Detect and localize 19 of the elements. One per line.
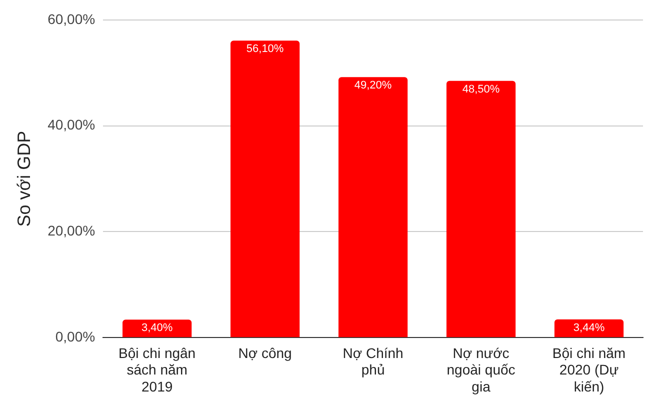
x-tick-label: Bội chi năm 2020 (Dự kiến) (552, 344, 626, 394)
bar (230, 40, 300, 338)
y-tick-label: 40,00% (48, 116, 96, 133)
data-label: 48,50% (462, 83, 500, 96)
bar (446, 80, 516, 338)
bar (338, 77, 408, 338)
y-axis-title: So với GDP (14, 130, 34, 227)
y-tick-label: 60,00% (48, 10, 96, 27)
x-tick-label: Nợ Chính phủ (342, 344, 404, 378)
y-tick-label: 0,00% (55, 328, 96, 344)
x-tick-label: Nợ công (238, 344, 292, 361)
y-tick-label: 20,00% (48, 222, 96, 239)
data-label: 56,10% (246, 43, 284, 56)
x-tick-label: Bội chi ngân sách năm 2019 (118, 344, 196, 394)
bar (122, 320, 192, 338)
x-tick-label: Nợ nước ngoài quốc gia (446, 344, 516, 394)
data-label: 3,44% (573, 322, 605, 334)
data-label: 49,20% (354, 80, 392, 92)
data-label: 3,40% (141, 322, 173, 334)
